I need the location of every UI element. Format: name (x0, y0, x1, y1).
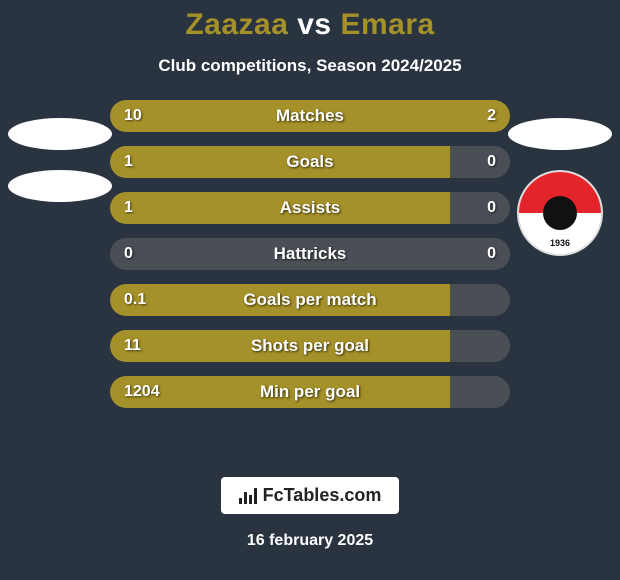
stats-list: 102Matches 10Goals 10Assists 00Hattricks 0.1… (110, 100, 510, 408)
vs-text: vs (297, 8, 331, 41)
site-credit: FcTables.com (221, 477, 400, 514)
stat-row: 00Hattricks (110, 238, 510, 270)
stat-label: Matches (110, 106, 510, 126)
player1-club-placeholder (8, 170, 112, 202)
stat-row: 11Shots per goal (110, 330, 510, 362)
club-logo-ball-icon (543, 196, 577, 230)
club-logo-year: 1936 (519, 238, 601, 248)
stat-row: 1204Min per goal (110, 376, 510, 408)
player1-badges (8, 118, 112, 222)
stat-label: Goals (110, 152, 510, 172)
subtitle: Club competitions, Season 2024/2025 (0, 56, 620, 76)
player2-badges: 1936 (508, 118, 612, 256)
player1-nationality-placeholder (8, 118, 112, 150)
stat-row: 10Assists (110, 192, 510, 224)
stat-label: Goals per match (110, 290, 510, 310)
stat-row: 102Matches (110, 100, 510, 132)
comparison-title: Zaazaa vs Emara (0, 8, 620, 42)
player2-nationality-placeholder (508, 118, 612, 150)
stat-row: 0.1Goals per match (110, 284, 510, 316)
stat-row: 10Goals (110, 146, 510, 178)
infographic-container: Zaazaa vs Emara Club competitions, Seaso… (0, 0, 620, 580)
footer: FcTables.com 16 february 2025 (0, 477, 620, 550)
footer-date: 16 february 2025 (0, 532, 620, 550)
player2-name: Emara (340, 8, 434, 41)
bar-chart-icon (239, 488, 257, 504)
site-name: FcTables.com (263, 485, 382, 506)
stat-label: Shots per goal (110, 336, 510, 356)
stat-label: Hattricks (110, 244, 510, 264)
player2-club-logo: 1936 (517, 170, 603, 256)
stat-label: Min per goal (110, 382, 510, 402)
player1-name: Zaazaa (185, 8, 288, 41)
stat-label: Assists (110, 198, 510, 218)
